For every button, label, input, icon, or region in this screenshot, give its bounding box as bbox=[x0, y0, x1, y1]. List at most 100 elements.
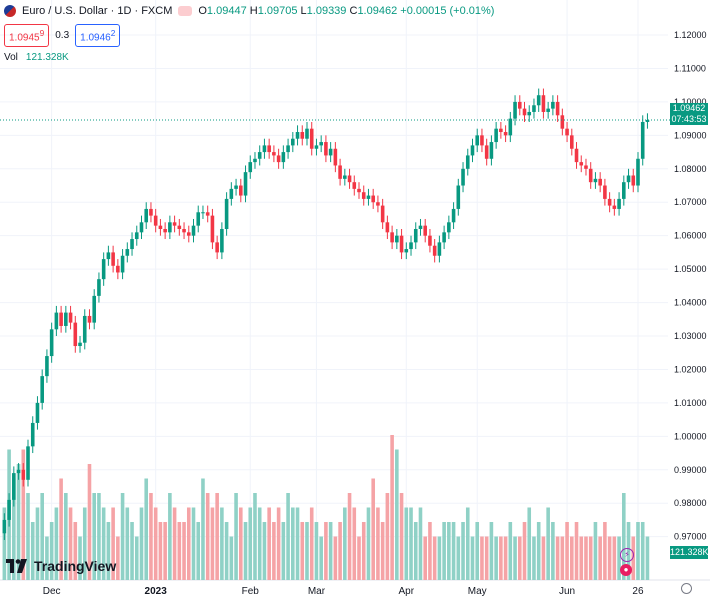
candle bbox=[153, 215, 158, 226]
candle bbox=[229, 188, 234, 199]
candle bbox=[546, 108, 550, 112]
candle bbox=[2, 519, 7, 534]
eye-icon[interactable] bbox=[178, 6, 193, 16]
candle bbox=[380, 205, 385, 223]
x-tick-label: May bbox=[468, 586, 487, 597]
candle bbox=[111, 252, 115, 266]
candle bbox=[220, 228, 224, 253]
buy-button[interactable]: 1.09462 bbox=[75, 24, 121, 48]
candle bbox=[134, 232, 139, 240]
y-tick-label: 1.02000 bbox=[674, 364, 707, 374]
volume-bar bbox=[267, 507, 271, 580]
volume-bar bbox=[447, 522, 451, 580]
candle bbox=[517, 101, 522, 109]
volume-bar bbox=[272, 522, 276, 580]
y-tick-label: 1.12000 bbox=[674, 30, 707, 40]
candle bbox=[442, 232, 446, 243]
volume-bar bbox=[201, 478, 205, 580]
volume-bar bbox=[574, 522, 579, 580]
volume-bar bbox=[399, 493, 404, 580]
volume-bar bbox=[371, 478, 375, 580]
candle bbox=[21, 469, 26, 480]
volume-bar bbox=[196, 522, 201, 580]
candle bbox=[125, 249, 130, 256]
volume-bar bbox=[324, 522, 328, 580]
candle bbox=[361, 192, 366, 199]
candle bbox=[432, 245, 437, 256]
candle bbox=[338, 165, 342, 179]
volume-bar bbox=[555, 536, 560, 580]
volume-bar bbox=[343, 507, 347, 580]
volume-bar bbox=[593, 522, 598, 580]
gear-icon[interactable] bbox=[681, 583, 692, 594]
y-tick-label: 1.01000 bbox=[674, 398, 707, 408]
volume-bar bbox=[2, 507, 7, 580]
y-tick-label: 0.97000 bbox=[674, 532, 707, 542]
symbol-title[interactable]: Euro / U.S. Dollar · 1D · FXCM bbox=[22, 5, 173, 17]
candle bbox=[399, 235, 404, 253]
candle bbox=[186, 232, 191, 236]
volume-bar bbox=[376, 507, 380, 580]
candle bbox=[390, 232, 394, 243]
volume-bar bbox=[338, 522, 342, 580]
candle bbox=[234, 185, 238, 189]
candle bbox=[149, 208, 153, 216]
volume-bar bbox=[35, 507, 40, 580]
volume-bar bbox=[248, 507, 253, 580]
volume-bar bbox=[461, 522, 465, 580]
trade-buttons: 1.09459 0.3 1.09462 bbox=[4, 24, 494, 48]
volume-bar bbox=[546, 507, 550, 580]
candle bbox=[168, 222, 172, 233]
candle bbox=[508, 118, 513, 136]
lightning-icon[interactable]: ⚡ bbox=[620, 548, 634, 562]
candle bbox=[347, 175, 352, 183]
candle bbox=[163, 228, 167, 233]
candle bbox=[612, 205, 617, 209]
volume-bar bbox=[144, 478, 149, 580]
volume-bar bbox=[26, 493, 30, 580]
spread-value: 0.3 bbox=[55, 29, 70, 41]
tradingview-logo-icon bbox=[6, 559, 28, 573]
volume-bar bbox=[640, 522, 645, 580]
volume-bar bbox=[68, 507, 73, 580]
volume-bar bbox=[527, 507, 532, 580]
volume-bar bbox=[409, 507, 413, 580]
volume-bar bbox=[470, 536, 475, 580]
volume-bar bbox=[395, 449, 399, 580]
candle bbox=[461, 168, 465, 186]
x-tick-label: Jun bbox=[559, 586, 575, 597]
volume-bar bbox=[607, 536, 612, 580]
volume-bar bbox=[101, 507, 106, 580]
candle bbox=[26, 446, 30, 480]
candle bbox=[7, 499, 11, 520]
volume-bar bbox=[64, 493, 68, 580]
volume-bar bbox=[451, 522, 456, 580]
candle bbox=[579, 162, 584, 166]
candle bbox=[569, 135, 574, 149]
volume-bar bbox=[281, 522, 286, 580]
volume-bar bbox=[622, 493, 626, 580]
tradingview-logo[interactable]: TradingView bbox=[6, 558, 116, 574]
volume-bar bbox=[645, 536, 650, 580]
volume-bar bbox=[16, 464, 21, 580]
volume-bar bbox=[484, 536, 489, 580]
volume-bar bbox=[598, 536, 602, 580]
candle bbox=[437, 242, 442, 256]
volume-bar bbox=[111, 507, 115, 580]
sell-button[interactable]: 1.09459 bbox=[4, 24, 50, 48]
candle bbox=[267, 145, 271, 153]
candle bbox=[494, 128, 498, 143]
candle bbox=[205, 212, 210, 216]
candle bbox=[366, 195, 371, 199]
x-tick-label: Mar bbox=[308, 586, 326, 597]
candle bbox=[343, 175, 347, 179]
candle bbox=[286, 145, 290, 153]
volume-bar bbox=[541, 536, 546, 580]
y-tick-label: 1.03000 bbox=[674, 331, 707, 341]
candle bbox=[447, 222, 451, 233]
candle bbox=[97, 279, 101, 296]
flag-us-icon[interactable]: ● bbox=[620, 564, 632, 576]
candle bbox=[272, 152, 276, 156]
